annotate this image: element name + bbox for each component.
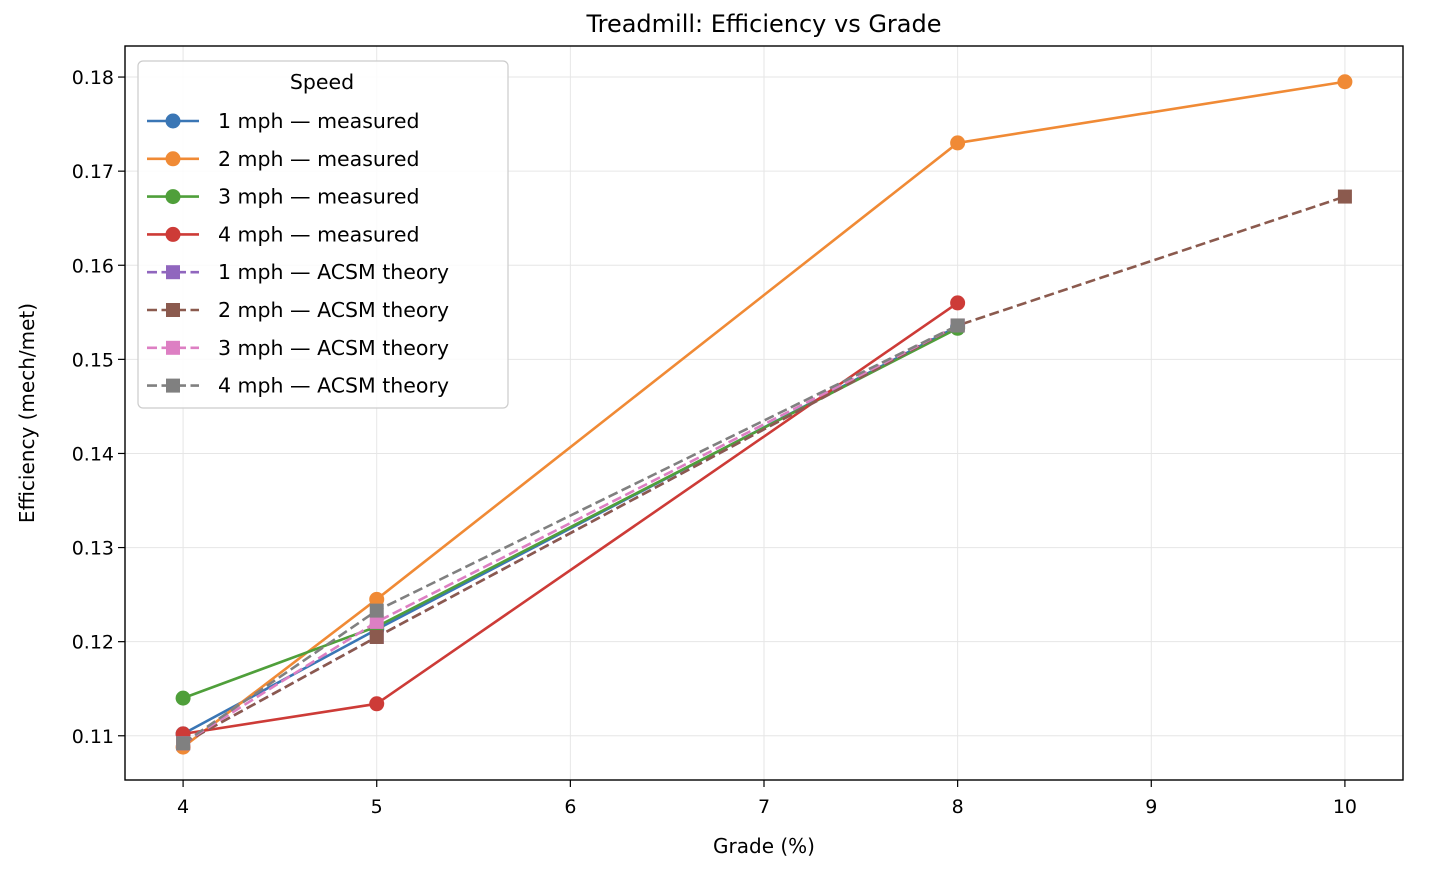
series-line [182,324,959,745]
legend-marker [165,151,181,167]
legend-entries: 1 mph — measured 2 mph — measured 3 mph — … [147,109,449,398]
x-axis: 4 5 6 7 8 9 10 [177,780,1357,818]
data-point [950,135,966,151]
legend-entry: 1 mph — ACSM theory [147,260,449,284]
x-tick-label: 5 [371,796,383,818]
legend: Speed 1 mph — measured 2 mph — measured 3 … [137,60,509,409]
legend-marker [165,189,181,205]
legend-label: 4 mph — measured [218,222,420,246]
x-axis-title: Grade (%) [713,834,815,858]
legend-box [137,60,509,409]
data-point [175,690,191,706]
y-tick-label: 0.12 [72,632,114,654]
chart-title: Treadmill: Efficiency vs Grade [585,10,941,38]
legend-entry: 4 mph — measured [147,222,420,246]
x-tick-label: 9 [1145,796,1157,818]
y-tick-label: 0.11 [72,726,114,748]
legend-entry: 3 mph — measured [147,185,420,209]
data-point [369,629,384,644]
legend-marker [166,378,180,393]
series-2 [175,74,1353,755]
data-point [950,295,966,311]
legend-entry: 4 mph — ACSM theory [147,374,449,398]
series-layer [175,74,1353,755]
legend-entry: 3 mph — ACSM theory [147,336,449,360]
y-tick-label: 0.13 [72,538,114,560]
legend-marker [166,265,180,280]
y-tick-label: 0.18 [72,67,114,89]
legend-entry: 2 mph — measured [147,147,420,171]
legend-label: 2 mph — ACSM theory [218,298,449,322]
legend-label: 3 mph — ACSM theory [218,336,449,360]
legend-label: 3 mph — measured [218,185,420,209]
legend-label: 2 mph — measured [218,147,420,171]
x-tick-label: 6 [564,796,576,818]
x-tick-label: 10 [1333,796,1357,818]
x-tick-label: 4 [177,796,189,818]
legend-label: 1 mph — measured [218,109,420,133]
legend-marker [166,340,180,355]
y-tick-label: 0.15 [72,349,114,371]
series-line [182,80,1346,749]
legend-label: 4 mph — ACSM theory [218,374,449,398]
legend-entry: 2 mph — ACSM theory [147,298,449,322]
legend-entry: 1 mph — measured [147,109,420,133]
y-tick-label: 0.16 [72,255,114,277]
legend-label: 1 mph — ACSM theory [218,260,449,284]
series-8 [176,318,965,751]
y-axis-title: Efficiency (mech/met) [15,303,39,523]
y-tick-label: 0.17 [72,161,114,183]
legend-title: Speed [290,70,354,94]
data-point [369,614,384,629]
y-tick-label: 0.14 [72,443,114,465]
x-tick-label: 7 [758,796,770,818]
series-line [182,195,1346,745]
legend-marker [166,303,180,317]
data-point [1337,189,1352,204]
legend-marker [165,113,181,129]
legend-marker [165,226,181,242]
data-point [176,736,191,751]
x-tick-label: 8 [952,796,964,818]
y-axis: 0.11 0.12 0.13 0.14 0.15 0.16 0.17 0.18 [72,67,125,748]
data-point [369,591,385,607]
data-point [950,318,965,333]
data-point [1337,74,1353,90]
data-point [369,603,384,618]
data-point [369,696,385,712]
